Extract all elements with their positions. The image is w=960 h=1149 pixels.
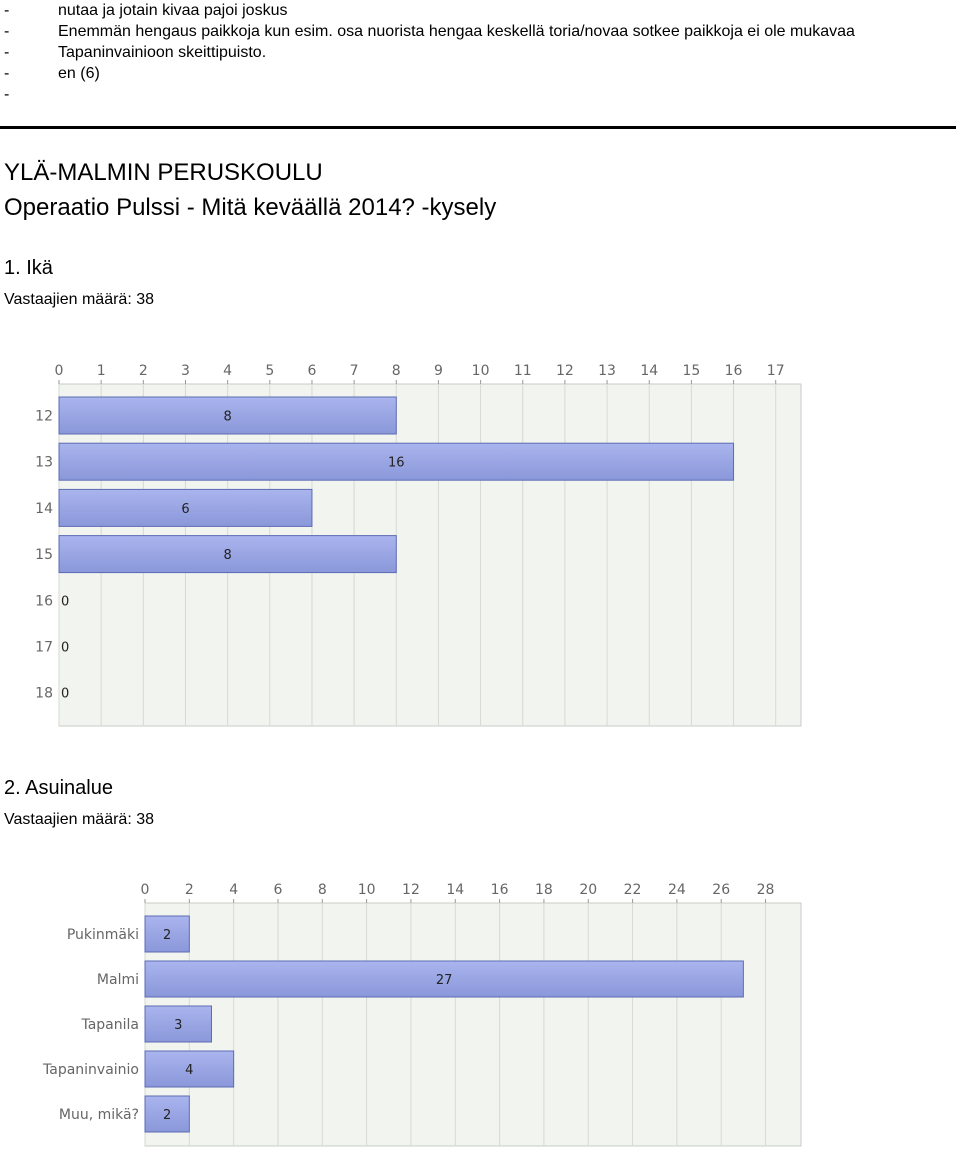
bar — [144, 960, 744, 998]
category-label: 15 — [35, 547, 53, 563]
x-tick-label: 14 — [446, 882, 464, 898]
bar-value-label: 8 — [223, 410, 231, 425]
category-label: Tapanila — [80, 1017, 139, 1033]
bar-value-label: 27 — [436, 973, 453, 988]
x-tick-label: 11 — [514, 363, 532, 379]
x-tick-label: 20 — [579, 882, 597, 898]
category-label: 14 — [35, 501, 53, 517]
question-title: 2. Asuinalue — [4, 777, 113, 799]
bullet-item: - Enemmän hengaus paikkoja kun esim. osa … — [4, 21, 944, 42]
x-tick-label: 4 — [229, 882, 238, 898]
bullet-dash: - — [4, 65, 10, 82]
category-label: 18 — [35, 686, 53, 702]
bullet-item: - nutaa ja jotain kivaa pajoi joskus — [4, 0, 944, 21]
bullet-list: - nutaa ja jotain kivaa pajoi joskus - Ene… — [4, 0, 944, 105]
bar-value-label: 0 — [61, 641, 69, 656]
x-tick-label: 1 — [97, 363, 106, 379]
bar — [58, 396, 397, 435]
bar-value-label: 8 — [223, 548, 231, 563]
x-tick-label: 13 — [598, 363, 616, 379]
x-tick-label: 10 — [472, 363, 490, 379]
bullet-item: - en (6) — [4, 63, 944, 84]
x-tick-label: 10 — [358, 882, 376, 898]
x-tick-label: 0 — [141, 882, 150, 898]
bullet-text: Tapaninvainioon skeittipuisto. — [58, 44, 267, 61]
section-divider — [0, 126, 956, 129]
category-label: 13 — [35, 455, 53, 471]
bar — [144, 1095, 190, 1133]
x-tick-label: 15 — [682, 363, 700, 379]
x-tick-label: 5 — [265, 363, 274, 379]
bullet-dash: - — [4, 2, 10, 19]
bullet-text: Enemmän hengaus paikkoja kun esim. osa n… — [58, 23, 855, 40]
school-name: YLÄ-MALMIN PERUSKOULU — [4, 159, 323, 186]
respondent-count: Vastaajien määrä: 38 — [4, 811, 155, 828]
bullet-text: en (6) — [58, 65, 100, 82]
x-tick-label: 22 — [624, 882, 642, 898]
bar-value-label: 2 — [163, 1108, 171, 1123]
x-tick-label: 26 — [712, 882, 730, 898]
bar-value-label: 6 — [181, 502, 189, 517]
x-tick-label: 8 — [318, 882, 327, 898]
survey-title: Operaatio Pulssi - Mitä keväällä 2014? -… — [4, 194, 497, 221]
bullet-dash: - — [4, 44, 10, 61]
plot-area — [144, 902, 802, 1147]
x-tick-label: 6 — [274, 882, 283, 898]
x-tick-label: 16 — [491, 882, 509, 898]
x-tick-label: 3 — [181, 363, 190, 379]
bar-value-label: 4 — [185, 1063, 193, 1078]
x-tick-label: 14 — [640, 363, 658, 379]
x-tick-label: 28 — [757, 882, 775, 898]
category-label: 16 — [35, 593, 53, 609]
x-tick-label: 24 — [668, 882, 686, 898]
bar — [144, 915, 190, 953]
question-title: 1. Ikä — [4, 257, 53, 279]
bar — [144, 1050, 235, 1088]
bar — [58, 442, 735, 481]
x-tick-label: 9 — [434, 363, 443, 379]
x-tick-label: 17 — [767, 363, 785, 379]
category-label: Malmi — [97, 972, 139, 988]
bar — [144, 1005, 212, 1043]
bullet-text: nutaa ja jotain kivaa pajoi joskus — [58, 2, 288, 19]
bar-value-label: 2 — [163, 928, 171, 943]
category-label: 17 — [35, 640, 53, 656]
x-tick-label: 16 — [725, 363, 743, 379]
bar-value-label: 16 — [388, 456, 405, 471]
bar-value-label: 0 — [61, 594, 69, 609]
x-tick-label: 12 — [402, 882, 420, 898]
x-tick-label: 4 — [223, 363, 232, 379]
bar-value-label: 3 — [174, 1018, 182, 1033]
x-tick-label: 8 — [392, 363, 401, 379]
x-tick-label: 18 — [535, 882, 553, 898]
x-tick-label: 0 — [55, 363, 64, 379]
bullet-item: - — [4, 84, 944, 105]
category-label: Pukinmäki — [67, 927, 139, 943]
category-label: Muu, mikä? — [59, 1107, 139, 1123]
x-tick-label: 6 — [307, 363, 316, 379]
bar — [58, 535, 397, 574]
x-tick-label: 2 — [185, 882, 194, 898]
x-tick-label: 12 — [556, 363, 574, 379]
category-label: Tapaninvainio — [42, 1062, 139, 1078]
respondent-count: Vastaajien määrä: 38 — [4, 291, 155, 308]
category-label: 12 — [35, 409, 53, 425]
bullet-dash: - — [4, 86, 10, 103]
x-tick-label: 2 — [139, 363, 148, 379]
bullet-item: - Tapaninvainioon skeittipuisto. — [4, 42, 944, 63]
bullet-dash: - — [4, 23, 10, 40]
x-tick-label: 7 — [350, 363, 359, 379]
bar — [58, 488, 313, 527]
bar-value-label: 0 — [61, 687, 69, 702]
